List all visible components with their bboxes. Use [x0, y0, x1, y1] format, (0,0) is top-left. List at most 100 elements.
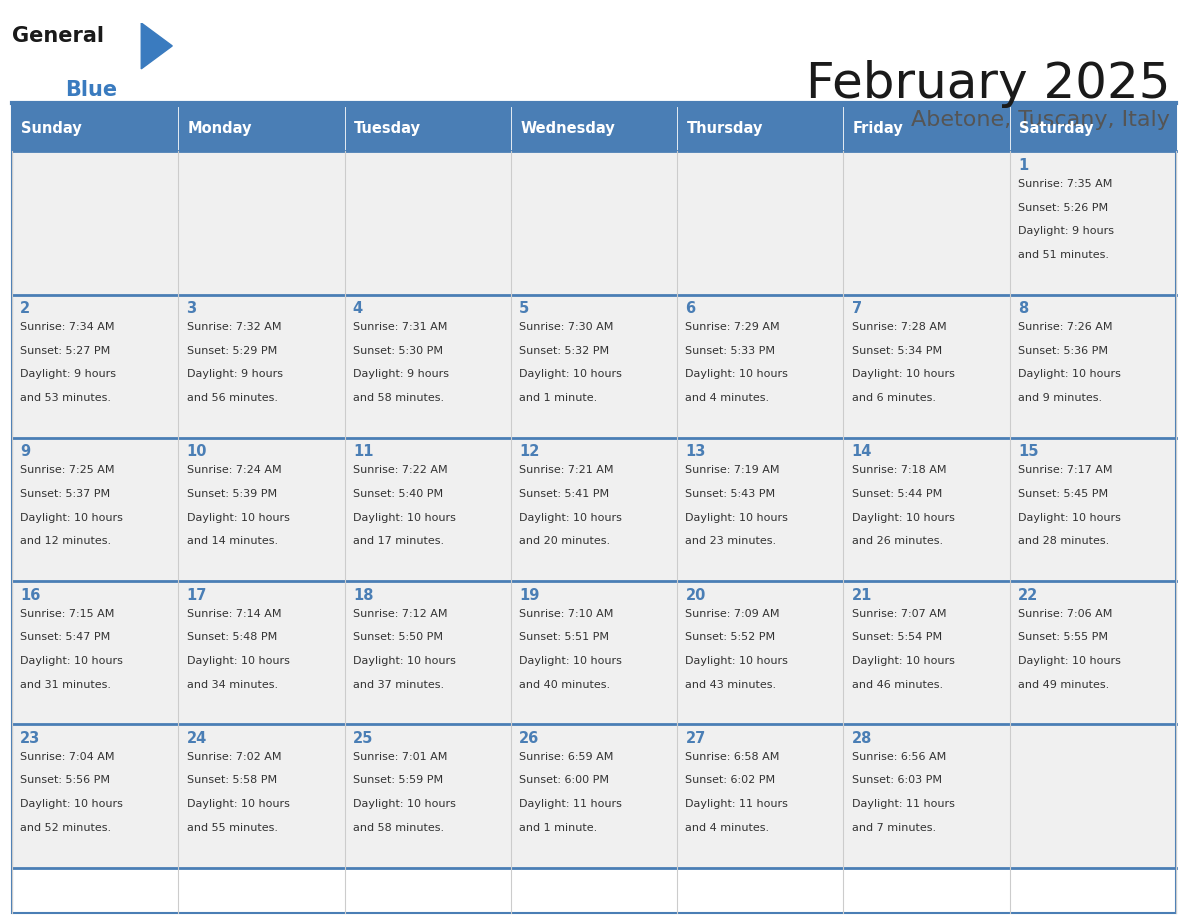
- Text: Sunset: 5:40 PM: Sunset: 5:40 PM: [353, 489, 443, 499]
- Text: Sunset: 5:48 PM: Sunset: 5:48 PM: [187, 633, 277, 643]
- Text: and 52 minutes.: and 52 minutes.: [20, 823, 112, 833]
- Text: Daylight: 10 hours: Daylight: 10 hours: [1018, 369, 1121, 379]
- Text: Sunset: 6:03 PM: Sunset: 6:03 PM: [852, 776, 942, 786]
- Text: February 2025: February 2025: [805, 60, 1170, 107]
- Text: Daylight: 10 hours: Daylight: 10 hours: [187, 799, 290, 809]
- Text: Sunset: 5:41 PM: Sunset: 5:41 PM: [519, 489, 609, 499]
- Text: Daylight: 10 hours: Daylight: 10 hours: [519, 369, 623, 379]
- Text: Sunset: 5:26 PM: Sunset: 5:26 PM: [1018, 203, 1108, 213]
- Text: and 23 minutes.: and 23 minutes.: [685, 536, 777, 546]
- Text: Daylight: 10 hours: Daylight: 10 hours: [20, 655, 124, 666]
- Text: Sunday: Sunday: [21, 121, 82, 136]
- Text: Sunset: 6:02 PM: Sunset: 6:02 PM: [685, 776, 776, 786]
- Text: Sunrise: 7:07 AM: Sunrise: 7:07 AM: [852, 609, 947, 619]
- Text: Friday: Friday: [853, 121, 904, 136]
- Text: Sunset: 5:58 PM: Sunset: 5:58 PM: [187, 776, 277, 786]
- Text: 26: 26: [519, 731, 539, 745]
- Text: 17: 17: [187, 588, 207, 602]
- Text: Daylight: 9 hours: Daylight: 9 hours: [353, 369, 449, 379]
- Text: and 1 minute.: and 1 minute.: [519, 823, 598, 833]
- Text: Daylight: 9 hours: Daylight: 9 hours: [1018, 226, 1114, 236]
- Text: and 17 minutes.: and 17 minutes.: [353, 536, 444, 546]
- Text: Daylight: 10 hours: Daylight: 10 hours: [187, 512, 290, 522]
- Text: and 4 minutes.: and 4 minutes.: [685, 823, 770, 833]
- Text: Daylight: 10 hours: Daylight: 10 hours: [685, 512, 789, 522]
- Text: Sunset: 5:36 PM: Sunset: 5:36 PM: [1018, 346, 1108, 356]
- Text: 20: 20: [685, 588, 706, 602]
- Text: Blue: Blue: [65, 80, 118, 100]
- Text: Sunrise: 6:59 AM: Sunrise: 6:59 AM: [519, 752, 613, 762]
- Text: Abetone, Tuscany, Italy: Abetone, Tuscany, Italy: [911, 110, 1170, 130]
- Text: 21: 21: [852, 588, 872, 602]
- Text: and 12 minutes.: and 12 minutes.: [20, 536, 112, 546]
- Text: Sunrise: 7:01 AM: Sunrise: 7:01 AM: [353, 752, 447, 762]
- Text: Daylight: 9 hours: Daylight: 9 hours: [20, 369, 116, 379]
- Text: and 58 minutes.: and 58 minutes.: [353, 823, 444, 833]
- Text: Daylight: 11 hours: Daylight: 11 hours: [685, 799, 789, 809]
- Text: 7: 7: [852, 301, 862, 316]
- Text: and 6 minutes.: and 6 minutes.: [852, 393, 936, 403]
- Text: Sunrise: 7:02 AM: Sunrise: 7:02 AM: [187, 752, 282, 762]
- Text: Sunrise: 7:25 AM: Sunrise: 7:25 AM: [20, 465, 115, 476]
- Text: Sunset: 5:54 PM: Sunset: 5:54 PM: [852, 633, 942, 643]
- Text: Sunrise: 7:26 AM: Sunrise: 7:26 AM: [1018, 322, 1113, 332]
- Text: Sunrise: 7:34 AM: Sunrise: 7:34 AM: [20, 322, 115, 332]
- Text: 5: 5: [519, 301, 530, 316]
- Text: Sunset: 6:00 PM: Sunset: 6:00 PM: [519, 776, 609, 786]
- Text: Sunset: 5:45 PM: Sunset: 5:45 PM: [1018, 489, 1108, 499]
- Text: 3: 3: [187, 301, 197, 316]
- Text: 22: 22: [1018, 588, 1038, 602]
- Text: Sunrise: 7:09 AM: Sunrise: 7:09 AM: [685, 609, 781, 619]
- Text: Daylight: 10 hours: Daylight: 10 hours: [852, 369, 955, 379]
- Text: Sunset: 5:43 PM: Sunset: 5:43 PM: [685, 489, 776, 499]
- Text: 24: 24: [187, 731, 207, 745]
- Text: 12: 12: [519, 444, 539, 459]
- Text: and 58 minutes.: and 58 minutes.: [353, 393, 444, 403]
- Text: 4: 4: [353, 301, 364, 316]
- Text: 1: 1: [1018, 158, 1029, 173]
- Text: Sunset: 5:44 PM: Sunset: 5:44 PM: [852, 489, 942, 499]
- Text: Daylight: 10 hours: Daylight: 10 hours: [20, 799, 124, 809]
- Text: Sunrise: 7:18 AM: Sunrise: 7:18 AM: [852, 465, 947, 476]
- Text: and 40 minutes.: and 40 minutes.: [519, 679, 611, 689]
- Text: Sunrise: 7:32 AM: Sunrise: 7:32 AM: [187, 322, 282, 332]
- Text: Daylight: 10 hours: Daylight: 10 hours: [20, 512, 124, 522]
- Polygon shape: [141, 23, 172, 69]
- Text: 19: 19: [519, 588, 539, 602]
- Text: Daylight: 11 hours: Daylight: 11 hours: [852, 799, 955, 809]
- Text: and 49 minutes.: and 49 minutes.: [1018, 679, 1110, 689]
- Text: Sunrise: 6:56 AM: Sunrise: 6:56 AM: [852, 752, 946, 762]
- Text: and 4 minutes.: and 4 minutes.: [685, 393, 770, 403]
- Text: Sunset: 5:30 PM: Sunset: 5:30 PM: [353, 346, 443, 356]
- Text: Thursday: Thursday: [687, 121, 763, 136]
- Text: Daylight: 10 hours: Daylight: 10 hours: [852, 512, 955, 522]
- Text: Sunrise: 6:58 AM: Sunrise: 6:58 AM: [685, 752, 779, 762]
- Text: 8: 8: [1018, 301, 1029, 316]
- Text: and 14 minutes.: and 14 minutes.: [187, 536, 278, 546]
- Text: Sunrise: 7:04 AM: Sunrise: 7:04 AM: [20, 752, 115, 762]
- Text: Daylight: 10 hours: Daylight: 10 hours: [519, 512, 623, 522]
- Text: 23: 23: [20, 731, 40, 745]
- Text: Sunrise: 7:15 AM: Sunrise: 7:15 AM: [20, 609, 114, 619]
- Text: Sunrise: 7:10 AM: Sunrise: 7:10 AM: [519, 609, 613, 619]
- Text: Sunrise: 7:35 AM: Sunrise: 7:35 AM: [1018, 179, 1112, 189]
- Text: Daylight: 11 hours: Daylight: 11 hours: [519, 799, 623, 809]
- Text: Daylight: 10 hours: Daylight: 10 hours: [187, 655, 290, 666]
- Text: 28: 28: [852, 731, 872, 745]
- Text: Sunset: 5:50 PM: Sunset: 5:50 PM: [353, 633, 443, 643]
- Text: and 43 minutes.: and 43 minutes.: [685, 679, 777, 689]
- Text: and 56 minutes.: and 56 minutes.: [187, 393, 278, 403]
- Text: 27: 27: [685, 731, 706, 745]
- Text: Sunset: 5:27 PM: Sunset: 5:27 PM: [20, 346, 110, 356]
- Text: Daylight: 10 hours: Daylight: 10 hours: [1018, 655, 1121, 666]
- Text: and 53 minutes.: and 53 minutes.: [20, 393, 112, 403]
- Text: 14: 14: [852, 444, 872, 459]
- Text: General: General: [12, 26, 103, 46]
- Text: and 7 minutes.: and 7 minutes.: [852, 823, 936, 833]
- Text: and 1 minute.: and 1 minute.: [519, 393, 598, 403]
- Text: Wednesday: Wednesday: [520, 121, 615, 136]
- Text: 25: 25: [353, 731, 373, 745]
- Text: 6: 6: [685, 301, 696, 316]
- Text: Sunrise: 7:12 AM: Sunrise: 7:12 AM: [353, 609, 448, 619]
- Text: Sunset: 5:56 PM: Sunset: 5:56 PM: [20, 776, 110, 786]
